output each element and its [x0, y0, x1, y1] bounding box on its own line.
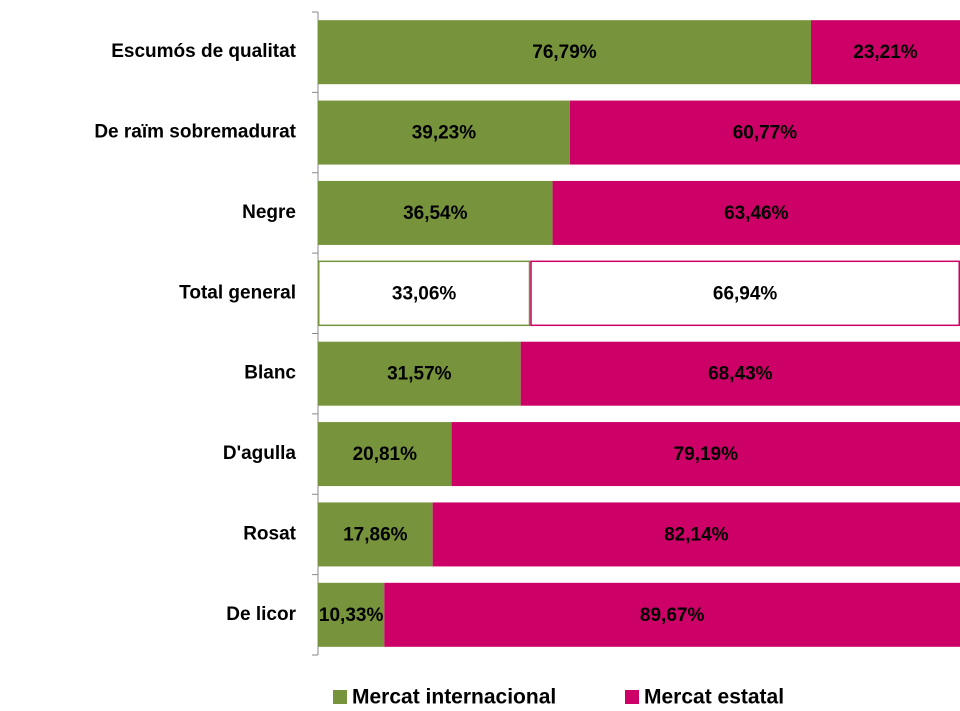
data-label: 63,46% — [724, 203, 789, 224]
data-label: 82,14% — [664, 524, 729, 545]
bar-segment — [530, 260, 960, 327]
bar-segment — [318, 180, 553, 245]
y-tick-label: Rosat — [243, 523, 296, 544]
bar-segment — [552, 180, 960, 245]
data-label: 66,94% — [713, 283, 778, 304]
y-tick-label: De raïm sobremadurat — [94, 122, 296, 143]
data-label: 36,54% — [403, 203, 468, 224]
legend-swatch — [625, 690, 639, 704]
y-tick-label: Escumós de qualitat — [111, 41, 296, 62]
bar-segment — [432, 502, 960, 567]
y-tick-label: D'agulla — [223, 443, 297, 464]
y-tick-label: Blanc — [244, 363, 296, 384]
legend-label: Mercat estatal — [644, 686, 784, 709]
bar-segment — [384, 582, 960, 647]
bar-segment — [318, 422, 452, 487]
bar-segment — [451, 422, 960, 487]
data-label: 31,57% — [387, 364, 452, 385]
data-label: 17,86% — [343, 524, 408, 545]
y-tick-label: Total general — [179, 282, 296, 303]
bar-segment — [318, 582, 385, 647]
data-label: 76,79% — [532, 42, 597, 63]
data-label: 60,77% — [733, 123, 798, 144]
bar-segment — [318, 502, 433, 567]
bar-segment — [569, 100, 960, 165]
bar-segment — [318, 20, 811, 85]
bar-segment — [318, 341, 521, 406]
data-label: 89,67% — [640, 605, 705, 626]
bar-segment — [318, 260, 531, 327]
bar-segment — [810, 20, 960, 85]
data-label: 33,06% — [392, 283, 457, 304]
y-tick-label: De licor — [226, 604, 296, 625]
y-tick-label: Negre — [242, 202, 296, 223]
data-label: 23,21% — [853, 42, 918, 63]
data-label: 20,81% — [353, 444, 418, 465]
legend-label: Mercat internacional — [352, 686, 556, 709]
data-label: 79,19% — [674, 444, 739, 465]
data-label: 68,43% — [708, 364, 773, 385]
legend-swatch — [333, 690, 347, 704]
data-label: 10,33% — [319, 605, 384, 626]
bar-segment — [520, 341, 960, 406]
bar-segment — [318, 100, 570, 165]
data-label: 39,23% — [412, 123, 477, 144]
